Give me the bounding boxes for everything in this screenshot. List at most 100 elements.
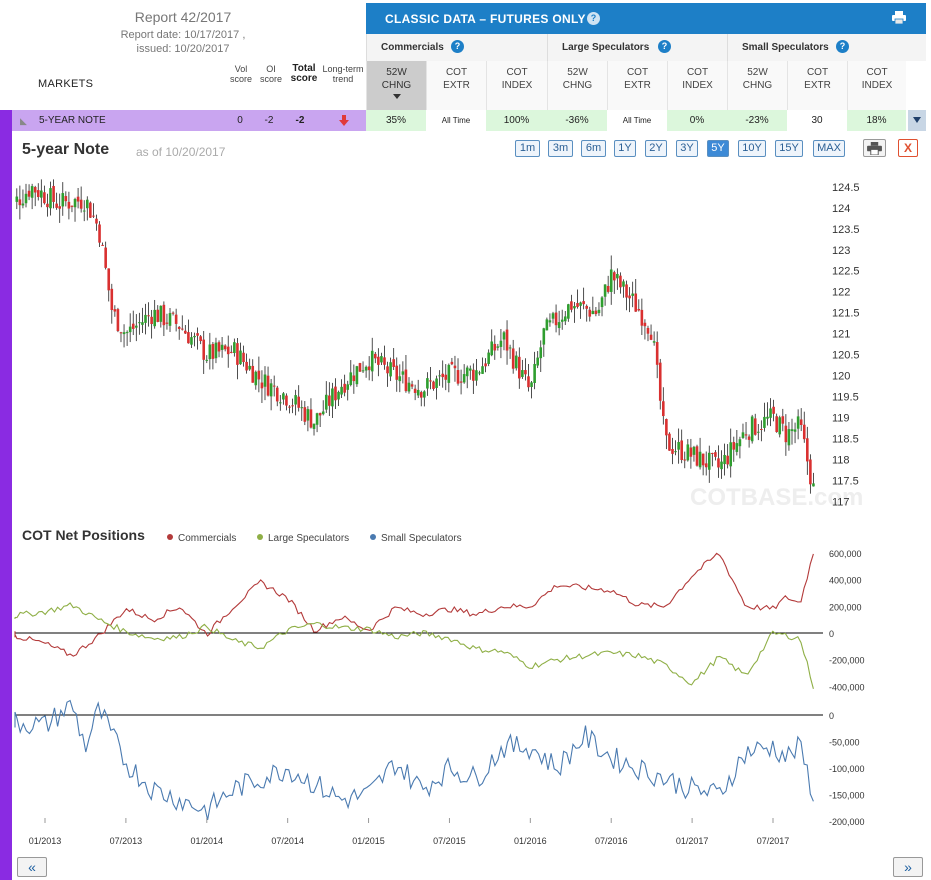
col-cot-index-large[interactable]: COT INDEX xyxy=(667,61,727,110)
candle-down xyxy=(229,351,233,353)
commercials-line xyxy=(14,552,814,657)
candle-up xyxy=(423,391,426,398)
col-52w-chng-large[interactable]: 52W CHNG xyxy=(547,61,607,110)
candle-down xyxy=(772,406,775,414)
cell-small-extr: 30 xyxy=(811,115,823,126)
help-icon[interactable]: ? xyxy=(451,40,464,53)
candle-up xyxy=(300,407,304,409)
help-icon[interactable]: ? xyxy=(658,40,671,53)
candle-up xyxy=(539,347,543,359)
price-y-tick-label: 117 xyxy=(832,497,850,509)
candle-down xyxy=(456,370,460,384)
trend-header: Long-term trend xyxy=(322,64,364,84)
print-icon xyxy=(867,142,882,155)
close-chart-button[interactable]: X xyxy=(898,139,918,157)
group-name: Large Speculators xyxy=(562,42,650,53)
candle-down xyxy=(619,275,622,288)
candle-down xyxy=(383,357,386,365)
range-10y-button[interactable]: 10Y xyxy=(738,140,766,157)
candle-down xyxy=(505,329,509,351)
help-icon[interactable]: ? xyxy=(587,12,600,25)
range-3y-button[interactable]: 3Y xyxy=(676,140,698,157)
candle-up xyxy=(812,483,815,487)
candle-down xyxy=(649,334,653,340)
report-issued-line: issued: 10/20/2017 xyxy=(136,43,230,55)
candle-down xyxy=(646,327,650,334)
cot-net-positions-chart: 600,000 400,000 200,000 0 -200,000 -400,000 0 -… xyxy=(14,549,865,846)
col-cot-index-commercials[interactable]: COT INDEX xyxy=(486,61,547,110)
candle-up xyxy=(407,382,411,392)
legend-small-speculators[interactable]: Small Speculators xyxy=(370,533,462,544)
print-icon[interactable] xyxy=(892,11,906,24)
candle-down xyxy=(199,336,202,342)
legend-large-speculators[interactable]: Large Speculators xyxy=(257,533,349,544)
candle-up xyxy=(159,305,163,322)
candle-up xyxy=(521,370,524,377)
candle-up xyxy=(677,442,680,450)
candle-down xyxy=(196,333,199,336)
range-5y-button[interactable]: 5Y xyxy=(707,140,729,157)
candle-up xyxy=(346,384,350,390)
candle-down xyxy=(726,455,729,465)
range-15y-button[interactable]: 15Y xyxy=(775,140,803,157)
candle-down xyxy=(612,272,616,281)
legend-dot xyxy=(370,534,376,540)
candle-up xyxy=(153,309,156,327)
candle-down xyxy=(606,285,610,292)
col-label: INDEX xyxy=(682,80,713,91)
col-label: COT xyxy=(866,67,888,78)
cell-small-52w: -23% xyxy=(727,110,787,131)
help-icon[interactable]: ? xyxy=(836,40,849,53)
candle-down xyxy=(689,447,693,457)
candle-up xyxy=(560,319,564,322)
candle-down xyxy=(245,361,248,371)
legend-label: Small Speculators xyxy=(381,533,462,544)
candle-up xyxy=(631,293,634,296)
range-3m-button[interactable]: 3m xyxy=(548,140,573,157)
candle-down xyxy=(242,352,245,363)
market-row[interactable]: ◣ 5-YEAR NOTE 0 -2 -2 xyxy=(12,110,367,131)
candle-down xyxy=(27,190,31,197)
range-max-button[interactable]: MAX xyxy=(813,140,845,157)
candle-up xyxy=(24,193,28,204)
candle-down xyxy=(358,363,362,372)
col-cot-extr-commercials[interactable]: COT EXTR xyxy=(426,61,486,110)
next-market-button[interactable]: » xyxy=(893,857,923,877)
candle-up xyxy=(73,199,77,208)
classic-data-title: CLASSIC DATA – FUTURES ONLY xyxy=(385,12,586,26)
range-2y-button[interactable]: 2Y xyxy=(645,140,667,157)
col-label: COT xyxy=(686,67,709,78)
col-52w-chng-commercials[interactable]: 52W CHNG xyxy=(366,61,426,110)
sort-desc-icon xyxy=(392,94,401,99)
candle-up xyxy=(591,310,595,315)
print-chart-button[interactable] xyxy=(863,139,886,157)
candle-down xyxy=(459,381,463,383)
cot-upper-y-tick-label: 0 xyxy=(829,629,834,639)
candle-down xyxy=(444,374,448,380)
col-52w-chng-small[interactable]: 52W CHNG xyxy=(727,61,787,110)
col-cot-extr-small[interactable]: COT EXTR xyxy=(787,61,847,110)
candle-down xyxy=(432,381,435,389)
row-dropdown-button[interactable] xyxy=(908,110,926,131)
candle-down xyxy=(658,362,662,401)
prev-market-button[interactable]: « xyxy=(17,857,47,877)
candle-down xyxy=(98,224,101,243)
col-cot-extr-large[interactable]: COT EXTR xyxy=(607,61,667,110)
range-1m-button[interactable]: 1m xyxy=(515,140,540,157)
candle-down xyxy=(662,401,665,417)
col-label: COT xyxy=(506,67,528,78)
legend-commercials[interactable]: Commercials xyxy=(167,533,236,544)
candle-up xyxy=(239,350,242,365)
candle-down xyxy=(165,322,169,324)
range-1y-button[interactable]: 1Y xyxy=(614,140,636,157)
col-cot-index-small[interactable]: COT INDEX xyxy=(847,61,906,110)
candle-down xyxy=(518,356,521,379)
candle-down xyxy=(714,452,717,457)
price-y-tick-label: 121.5 xyxy=(832,308,860,320)
candle-down xyxy=(775,416,778,433)
candle-up xyxy=(557,322,561,329)
candle-down xyxy=(392,359,395,367)
range-6m-button[interactable]: 6m xyxy=(581,140,606,157)
col-label: 52W xyxy=(747,67,768,78)
